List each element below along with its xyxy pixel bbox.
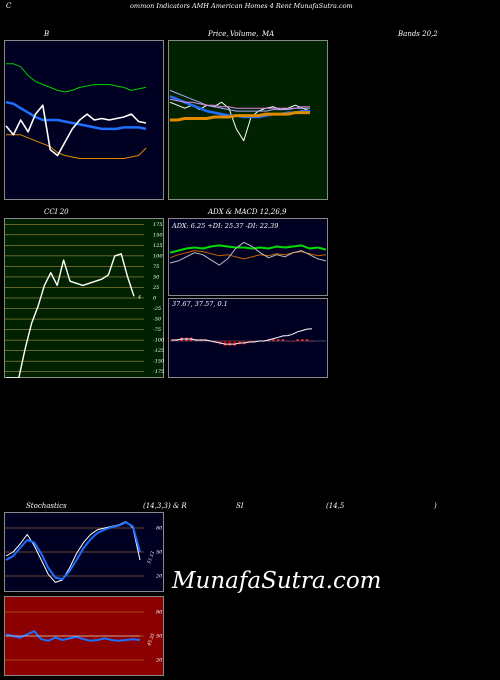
- macd-histogram-bar: [272, 339, 275, 341]
- bollinger-chart: [4, 40, 164, 200]
- stoch-params: (14,3,3) & R: [143, 502, 187, 510]
- panel-background: [4, 40, 164, 200]
- cci-tick-label: 125: [153, 243, 163, 249]
- cci-tick-label: -75: [153, 327, 161, 333]
- rsi-chart: 80 50 20 45.55: [4, 596, 164, 676]
- cci-tick-label: 150: [153, 232, 163, 238]
- macd-line: [172, 328, 313, 345]
- cci-tick-label: 175: [153, 222, 163, 228]
- rsi-tick-label: 50: [156, 634, 163, 640]
- stoch-tick-label: 20: [155, 574, 163, 580]
- macd-values-label: 37.67, 37.57, 0.1: [172, 300, 228, 308]
- rsi-params-close: ): [434, 502, 437, 510]
- cci-tick-label: 50: [153, 274, 160, 280]
- cci-tick-label: -100: [153, 338, 164, 344]
- stoch-panel: 80 50 20 51.13: [4, 512, 164, 592]
- volume-title: Volume,: [230, 30, 259, 38]
- rsi-panel: 80 50 20 45.55: [4, 596, 164, 676]
- cci-last-label: 4: [137, 294, 141, 300]
- stoch-tick-label: 80: [156, 526, 163, 532]
- header-left-char: C: [6, 2, 12, 10]
- macd-histogram-bar: [228, 341, 232, 347]
- adx-title: ADX & MACD 12,26,9: [208, 208, 287, 216]
- rsi-tick-label: 80: [156, 610, 163, 616]
- price-long-line: [170, 111, 310, 122]
- cci-tick-label: -150: [153, 359, 164, 365]
- macd-histogram-bar: [291, 341, 294, 342]
- panel-background: [168, 298, 328, 378]
- stoch-d-line: [5, 521, 141, 581]
- macd-histogram-bar: [277, 339, 280, 341]
- price-ma2-line: [169, 89, 310, 112]
- bollinger-upper-line: [6, 63, 147, 93]
- cci-line: [6, 253, 135, 378]
- stoch-title: Stochastics: [26, 502, 67, 510]
- adx-minus_di-line: [169, 250, 327, 260]
- price-chart: [168, 40, 328, 200]
- rsi-title: SI: [236, 502, 244, 510]
- cci-tick-label: -25: [153, 306, 161, 312]
- cci-tick-label: 25: [152, 285, 159, 291]
- adx-chart: ADX: 6.25 +DI: 25.37 -DI: 22.39: [168, 218, 328, 296]
- stoch-chart: 80 50 20 51.13: [4, 512, 164, 592]
- rsi-last-label: 45.55: [146, 632, 156, 647]
- macd-histogram-bar: [310, 341, 314, 342]
- adx-values-label: ADX: 6.25 +DI: 25.37 -DI: 22.39: [171, 222, 278, 230]
- adx-adx-line: [169, 241, 327, 266]
- macd-panel: 37.67, 37.57, 0.1: [168, 298, 328, 378]
- price-ma3-line: [169, 98, 310, 109]
- cci-tick-label: 75: [153, 264, 159, 270]
- cci-chart: 175 150 125 100 75 50 25 0 -25 -50 -75 -100 -125 -150…: [4, 218, 164, 378]
- macd-histogram-bar: [223, 341, 227, 347]
- cci-tick-label: 0: [153, 296, 157, 302]
- rsi-params: (14,5: [326, 502, 345, 510]
- bands-title: Bands 20,2: [398, 30, 438, 38]
- adx-panel: ADX: 6.25 +DI: 25.37 -DI: 22.39: [168, 218, 328, 296]
- macd-histogram-bar: [305, 339, 309, 341]
- rsi-rsi-line: [5, 630, 141, 642]
- rsi-tick-label: 20: [155, 658, 163, 664]
- macd-histogram-bar: [301, 339, 304, 341]
- bollinger-title: B: [44, 30, 50, 38]
- header-title: ommon Indicators AMH American Homes 4 Re…: [130, 2, 353, 10]
- macd-histogram-bar: [281, 339, 285, 341]
- panel-background: [168, 218, 328, 296]
- bollinger-lower-line: [6, 134, 147, 159]
- macd-histogram-bar: [233, 341, 236, 347]
- watermark: MunafaSutra.com: [172, 568, 382, 594]
- bollinger-panel: [4, 40, 164, 200]
- cci-tick-label: -125: [153, 348, 164, 354]
- ma-title: MA: [262, 30, 275, 38]
- cci-tick-label: -50: [153, 317, 162, 323]
- cci-title: CCI 20: [44, 208, 69, 216]
- macd-chart: 37.67, 37.57, 0.1: [168, 298, 328, 378]
- stoch-tick-label: 50: [156, 550, 163, 556]
- cci-tick-label: -175: [153, 369, 164, 375]
- cci-panel: 175 150 125 100 75 50 25 0 -25 -50 -75 -100 -125 -150…: [4, 218, 164, 378]
- macd-histogram-bar: [296, 339, 299, 341]
- cci-tick-label: 100: [153, 253, 163, 259]
- macd-histogram-bar: [286, 341, 290, 342]
- stoch-last-label: 51.13: [146, 550, 156, 564]
- price-panel: [168, 40, 328, 200]
- price-title: Price,: [208, 30, 229, 38]
- bollinger-price-line: [5, 104, 147, 157]
- adx-plus_di-line: [169, 244, 327, 254]
